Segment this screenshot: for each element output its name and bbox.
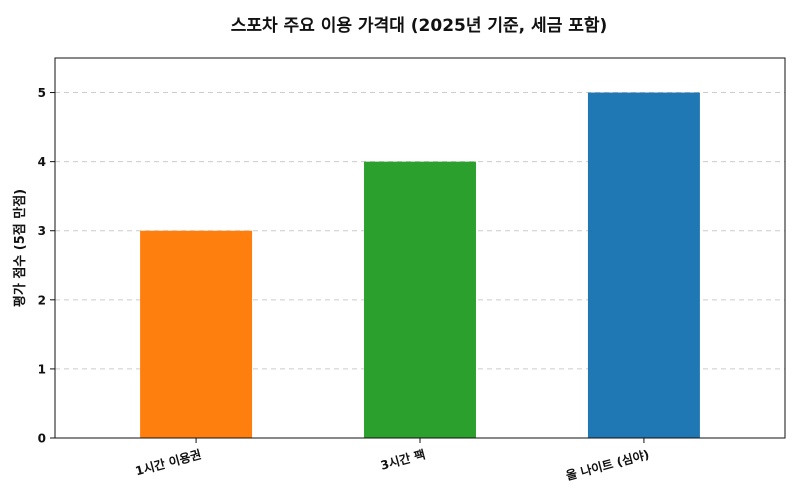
y-tick-label: 4 xyxy=(38,155,46,169)
y-axis-label: 평가 점수 (5점 만점) xyxy=(12,189,28,307)
y-tick-label: 5 xyxy=(38,86,46,100)
chart-title: 스포차 주요 이용 가격대 (2025년 기준, 세금 포함) xyxy=(231,15,608,36)
y-ticks: 0 1 2 3 4 5 xyxy=(38,86,55,446)
y-tick-label: 0 xyxy=(38,432,46,446)
y-tick-label: 1 xyxy=(38,362,46,376)
y-tick-label: 3 xyxy=(38,224,46,238)
y-tick-label: 2 xyxy=(38,293,46,307)
bar xyxy=(140,230,253,438)
bar xyxy=(364,161,476,439)
bars xyxy=(140,92,700,439)
bar xyxy=(587,92,700,438)
